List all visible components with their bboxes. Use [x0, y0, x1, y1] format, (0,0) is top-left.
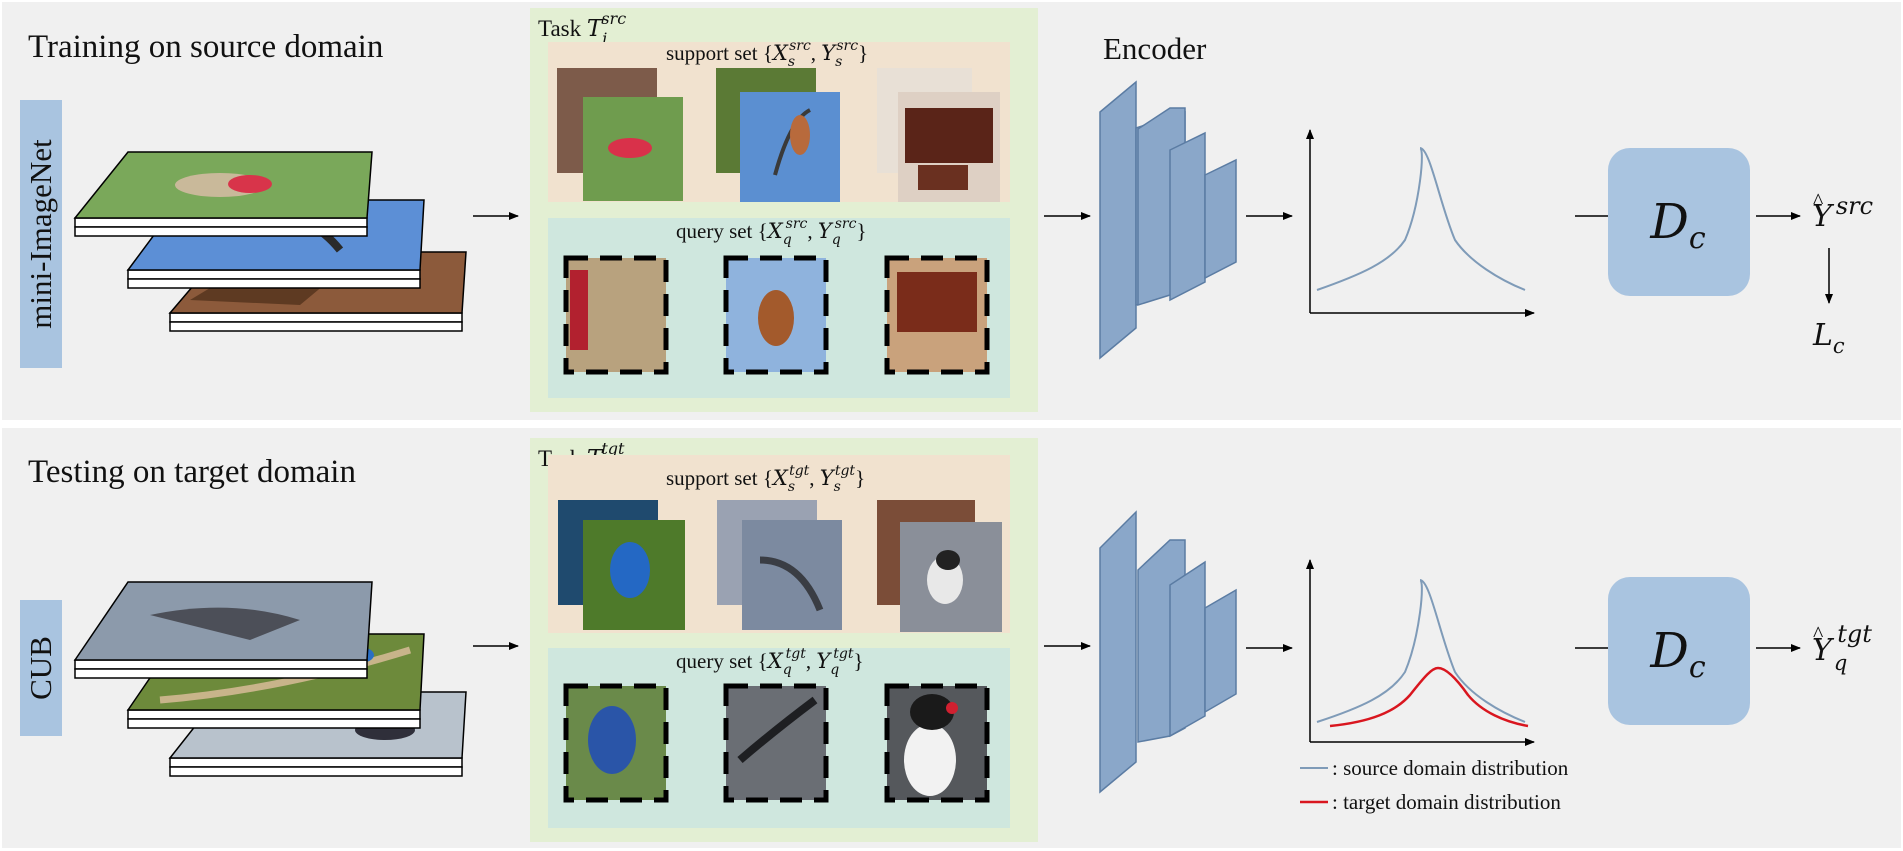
- support-set-target: support set {Xstgt, Ystgt}: [548, 455, 1010, 633]
- distribution-plot-target: [1306, 559, 1535, 746]
- legend: : source domain distribution : target do…: [1300, 756, 1569, 814]
- support-image-sparrow-pair: [877, 500, 1002, 632]
- svg-text:Dc: Dc: [1649, 623, 1705, 685]
- legend-label-target: : target domain distribution: [1332, 790, 1561, 814]
- query-set-label-source: query set {Xqsrc, Yqsrc}: [676, 216, 867, 248]
- target-distribution-curve: [1329, 666, 1529, 728]
- dataset-label-cub: CUB: [20, 600, 62, 736]
- stack-image-top: [73, 151, 373, 237]
- support-image-albatross-pair: [717, 500, 842, 630]
- stack-image-top-target: [73, 581, 373, 679]
- query-image-auklet: [884, 683, 990, 803]
- query-set-source: query set {Xqsrc, Yqsrc}: [548, 216, 1010, 398]
- classifier-target: Dc: [1608, 577, 1750, 725]
- svg-text:^: ^: [1813, 188, 1824, 213]
- classifier-source: Dc: [1608, 148, 1750, 296]
- query-set-target: query set {Xqtgt, Yqtgt}: [548, 646, 1010, 828]
- loss-label: Lc: [1812, 318, 1845, 358]
- distribution-plot-source: [1306, 129, 1535, 317]
- output-label-target: Yqtgt ^: [1812, 620, 1872, 675]
- support-image-dog-pair: [557, 68, 683, 201]
- dataset-label-miniimagenet: mini-ImageNet: [20, 100, 62, 368]
- task-label-source: Task Tisrc: [538, 9, 626, 48]
- legend-label-source: : source domain distribution: [1332, 756, 1569, 780]
- query-image-bunting: [563, 683, 669, 803]
- svg-text:Yqtgt: Yqtgt: [1812, 620, 1872, 675]
- query-image-dog: [563, 255, 669, 375]
- source-distribution-curve: [1316, 147, 1526, 291]
- svg-text:mini-ImageNet: mini-ImageNet: [23, 139, 58, 329]
- query-set-label-target: query set {Xqtgt, Yqtgt}: [676, 646, 864, 678]
- support-image-piano-pair: [877, 68, 1000, 202]
- bottom-panel: Testing on target domain CUB: [2, 428, 1901, 848]
- query-image-albatross: [723, 683, 829, 803]
- task-box-target: Task Titgt support set {Xstgt, Ystgt}: [530, 438, 1038, 842]
- query-image-robin: [723, 255, 829, 375]
- svg-text:Dc: Dc: [1649, 194, 1705, 256]
- encoder-label: Encoder: [1103, 31, 1207, 66]
- encoder-target: [1099, 510, 1237, 794]
- support-set-label-target: support set {Xstgt, Ystgt}: [666, 463, 865, 495]
- support-set-label-source: support set {Xssrc, Yssrc}: [666, 38, 868, 70]
- support-set-source: support set {Xssrc, Yssrc}: [548, 38, 1010, 202]
- query-image-piano: [884, 255, 990, 375]
- top-panel: Training on source domain mini-ImageNet: [2, 2, 1901, 420]
- encoder-source: [1099, 80, 1237, 360]
- top-panel-title: Training on source domain: [28, 29, 383, 65]
- svg-text:CUB: CUB: [23, 636, 58, 700]
- svg-text:^: ^: [1813, 621, 1824, 646]
- bottom-panel-title: Testing on target domain: [28, 454, 356, 490]
- source-distribution-curve-target: [1316, 579, 1526, 723]
- source-image-stack: [73, 151, 467, 332]
- support-image-bunting-pair: [558, 500, 685, 630]
- support-image-bird-pair: [716, 68, 840, 202]
- task-box-source: Task Tisrc support set {Xssrc, Yssrc}: [530, 8, 1038, 412]
- target-image-stack: [73, 581, 467, 777]
